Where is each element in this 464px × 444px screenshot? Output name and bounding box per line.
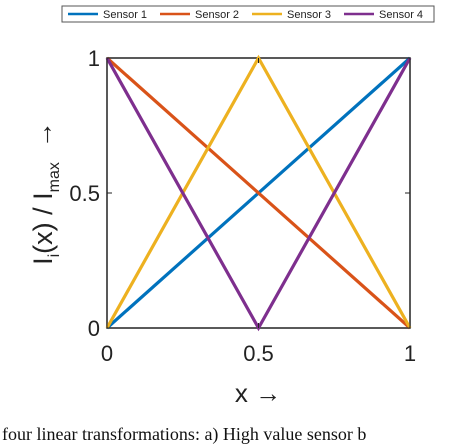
y-tick-label: 0 xyxy=(88,316,100,341)
caption: four linear transformations: a) High val… xyxy=(2,424,367,444)
y-tick-label: 1 xyxy=(88,46,100,71)
series-line-2 xyxy=(105,56,412,330)
legend-label-3: Sensor 3 xyxy=(287,9,331,21)
legend-label-2: Sensor 2 xyxy=(195,9,239,21)
y-label-sub2: max xyxy=(46,162,63,192)
y-label-arrow: → xyxy=(28,121,58,148)
legend-label-4: Sensor 4 xyxy=(379,9,423,21)
chart: Sensor 1 Sensor 2 Sensor 3 Sensor 4 0 0.5 100… xyxy=(28,5,435,408)
x-tick-label: 0 xyxy=(101,341,113,366)
legend-label-1: Sensor 1 xyxy=(103,9,147,21)
y-label-mid: (x) / I xyxy=(28,192,58,254)
x-tick-label: 1 xyxy=(404,341,416,366)
y-label-main: I xyxy=(28,257,58,265)
x-tick-label: 0.5 xyxy=(243,341,274,366)
y-label-sub: i xyxy=(46,254,63,258)
ticks: 0 0.5 1 0 0.5 1 xyxy=(69,46,416,366)
y-tick-label: 0.5 xyxy=(69,181,100,206)
y-axis-label: Ii(x) / Imax → xyxy=(28,121,63,265)
x-axis-label: x → xyxy=(235,378,281,408)
legend: Sensor 1 Sensor 2 Sensor 3 Sensor 4 xyxy=(68,9,423,21)
legend-box xyxy=(61,5,435,23)
